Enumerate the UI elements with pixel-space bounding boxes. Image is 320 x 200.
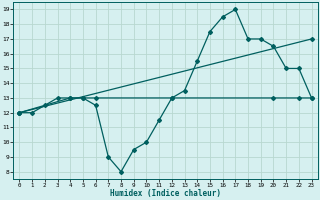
X-axis label: Humidex (Indice chaleur): Humidex (Indice chaleur) — [110, 189, 221, 198]
